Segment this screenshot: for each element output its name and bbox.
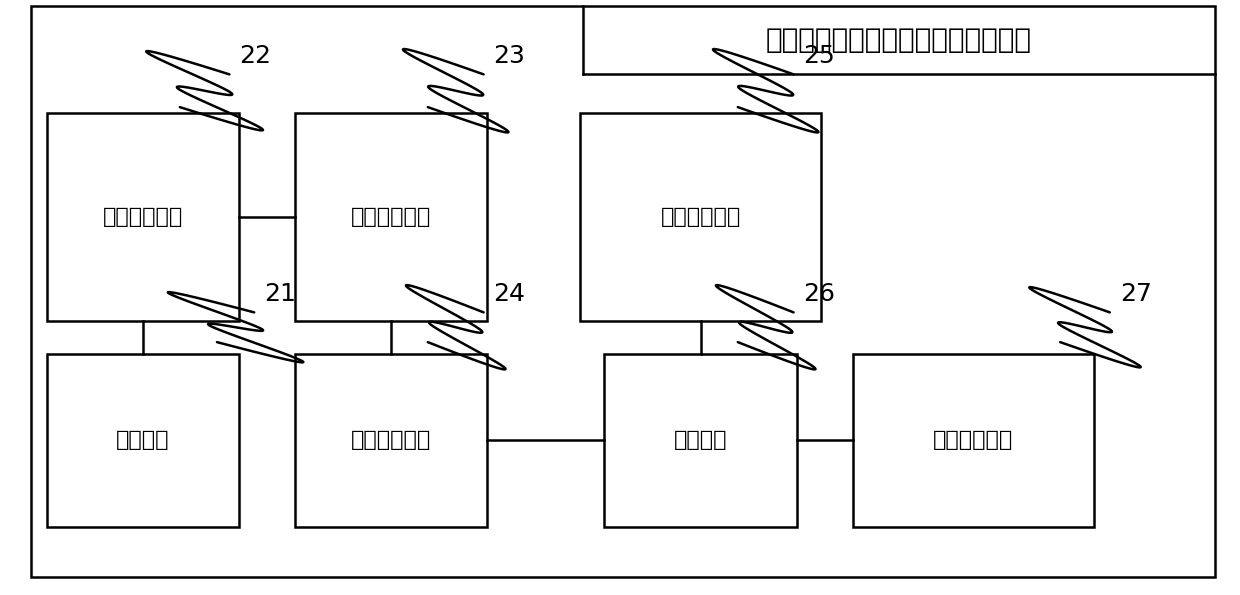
Text: 21: 21 — [264, 283, 296, 306]
Text: 第三计算模块: 第三计算模块 — [351, 430, 430, 450]
Text: 25: 25 — [804, 45, 836, 68]
Bar — [295, 354, 486, 527]
Text: 第四计算模块: 第四计算模块 — [661, 207, 740, 227]
Bar — [853, 354, 1095, 527]
Text: 26: 26 — [804, 283, 836, 306]
Bar — [604, 354, 796, 527]
Text: 管内制冷剂流动换热的参数计算系统: 管内制冷剂流动换热的参数计算系统 — [766, 26, 1032, 54]
Text: 第二计算模块: 第二计算模块 — [351, 207, 430, 227]
Text: 第五计算模块: 第五计算模块 — [934, 430, 1013, 450]
Bar — [47, 113, 238, 321]
Text: 27: 27 — [1120, 283, 1152, 306]
Text: 22: 22 — [239, 45, 272, 68]
Bar — [579, 113, 821, 321]
Text: 24: 24 — [494, 283, 526, 306]
Text: 23: 23 — [494, 45, 526, 68]
Bar — [295, 113, 486, 321]
Text: 确定模块: 确定模块 — [673, 430, 728, 450]
Text: 设定模块: 设定模块 — [115, 430, 170, 450]
Bar — [47, 354, 238, 527]
Text: 第一计算模块: 第一计算模块 — [103, 207, 182, 227]
